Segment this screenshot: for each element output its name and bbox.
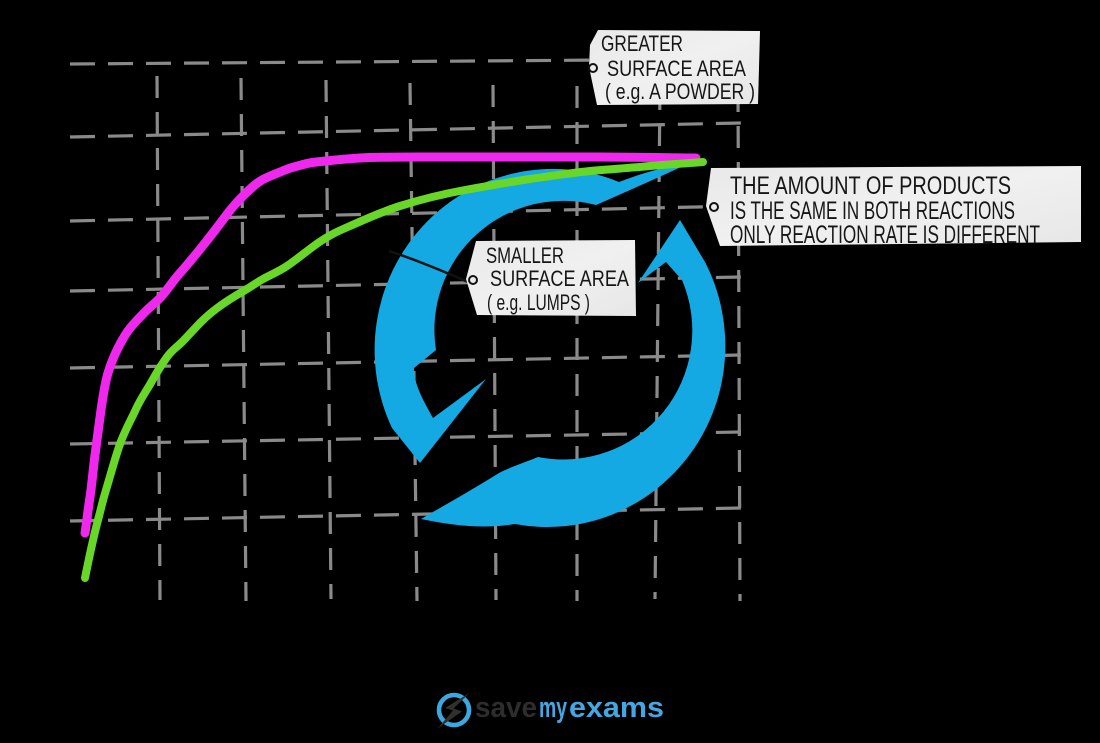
svg-text:IS THE SAME IN BOTH REACT: IS THE SAME IN BOTH REACTIONS [730,197,1015,225]
svg-text:save: save [475,692,537,724]
svg-text:GREATER: GREATER [601,31,683,56]
svg-text:SURFACE AREA: SURFACE AREA [607,56,746,81]
svg-text:THE AMOUNT OF PRODUCTS: THE AMOUNT OF PRODUCTS [730,172,1011,200]
svg-text:my: my [539,692,567,724]
svg-text:SURFACE AREA: SURFACE AREA [490,266,629,291]
svg-text:( e.g. A POWDER ): ( e.g. A POWDER ) [605,79,755,104]
svg-text:exams: exams [569,692,664,724]
svg-text:SMALLER: SMALLER [486,243,564,268]
svg-text:( e.g. LUMPS ): ( e.g. LUMPS ) [487,290,590,315]
svg-text:ONLY REACTION RATE IS DIFF: ONLY REACTION RATE IS DIFFERENT [730,221,1040,249]
